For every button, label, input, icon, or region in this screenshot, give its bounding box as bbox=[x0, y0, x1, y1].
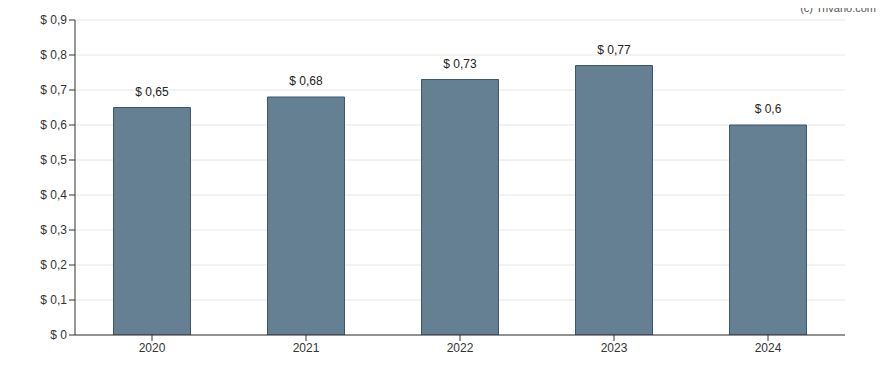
svg-text:$ 0,2: $ 0,2 bbox=[40, 258, 67, 272]
svg-text:$ 0,8: $ 0,8 bbox=[40, 48, 67, 62]
svg-text:2022: 2022 bbox=[447, 341, 474, 355]
svg-text:$ 0,5: $ 0,5 bbox=[40, 153, 67, 167]
svg-text:$ 0,68: $ 0,68 bbox=[289, 74, 323, 88]
svg-text:2021: 2021 bbox=[293, 341, 320, 355]
svg-text:$ 0: $ 0 bbox=[50, 328, 67, 342]
svg-text:$ 0,3: $ 0,3 bbox=[40, 223, 67, 237]
svg-text:$ 0,65: $ 0,65 bbox=[135, 85, 169, 99]
svg-text:2020: 2020 bbox=[139, 341, 166, 355]
svg-text:$ 0,7: $ 0,7 bbox=[40, 83, 67, 97]
svg-text:$ 0,4: $ 0,4 bbox=[40, 188, 67, 202]
svg-text:$ 0,6: $ 0,6 bbox=[40, 118, 67, 132]
svg-text:$ 0,73: $ 0,73 bbox=[443, 57, 477, 71]
svg-text:$ 0,1: $ 0,1 bbox=[40, 293, 67, 307]
svg-text:$ 0,77: $ 0,77 bbox=[597, 43, 631, 57]
svg-text:$ 0,9: $ 0,9 bbox=[40, 13, 67, 27]
svg-text:2024: 2024 bbox=[755, 341, 782, 355]
html-text:(c) Trivano.com: (c) Trivano.com bbox=[800, 2, 876, 14]
svg-text:2023: 2023 bbox=[601, 341, 628, 355]
svg-text:$ 0,6: $ 0,6 bbox=[755, 102, 782, 116]
